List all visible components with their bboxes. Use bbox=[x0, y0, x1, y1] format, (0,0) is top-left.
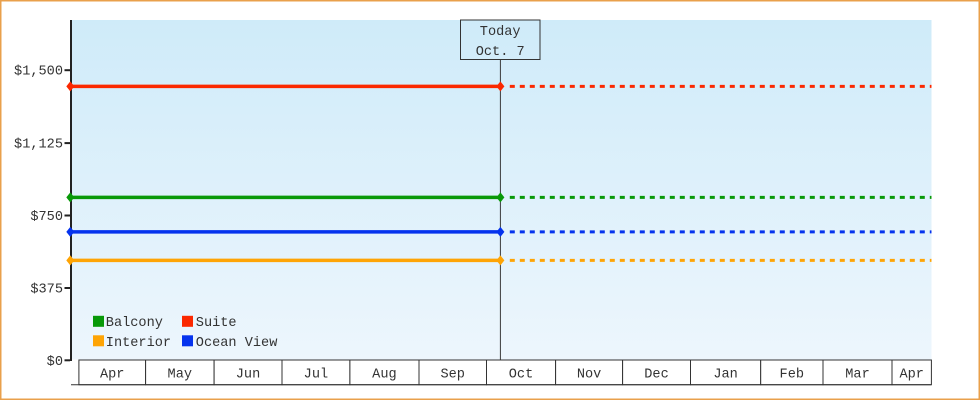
svg-text:Jul: Jul bbox=[304, 367, 328, 382]
svg-text:Oct. 7: Oct. 7 bbox=[476, 45, 525, 60]
svg-text:Ocean View: Ocean View bbox=[196, 336, 278, 351]
svg-text:$0: $0 bbox=[47, 355, 63, 370]
svg-text:$1,500: $1,500 bbox=[14, 65, 63, 80]
svg-text:Oct: Oct bbox=[509, 367, 533, 382]
svg-text:Apr: Apr bbox=[100, 367, 124, 382]
svg-text:Interior: Interior bbox=[106, 336, 171, 351]
svg-text:Suite: Suite bbox=[196, 316, 237, 331]
svg-text:Aug: Aug bbox=[372, 367, 396, 382]
svg-text:$375: $375 bbox=[30, 282, 63, 297]
svg-text:Nov: Nov bbox=[577, 367, 601, 382]
svg-text:Apr: Apr bbox=[899, 367, 923, 382]
svg-text:May: May bbox=[168, 367, 192, 382]
svg-text:Balcony: Balcony bbox=[106, 316, 163, 331]
svg-text:Today: Today bbox=[480, 25, 521, 40]
svg-text:Mar: Mar bbox=[845, 367, 869, 382]
svg-text:Sep: Sep bbox=[440, 367, 464, 382]
svg-text:Jan: Jan bbox=[713, 367, 737, 382]
svg-text:$750: $750 bbox=[30, 210, 63, 225]
svg-text:Jun: Jun bbox=[236, 367, 260, 382]
svg-text:Dec: Dec bbox=[644, 367, 668, 382]
svg-text:$1,125: $1,125 bbox=[14, 137, 63, 152]
svg-text:Feb: Feb bbox=[780, 367, 804, 382]
